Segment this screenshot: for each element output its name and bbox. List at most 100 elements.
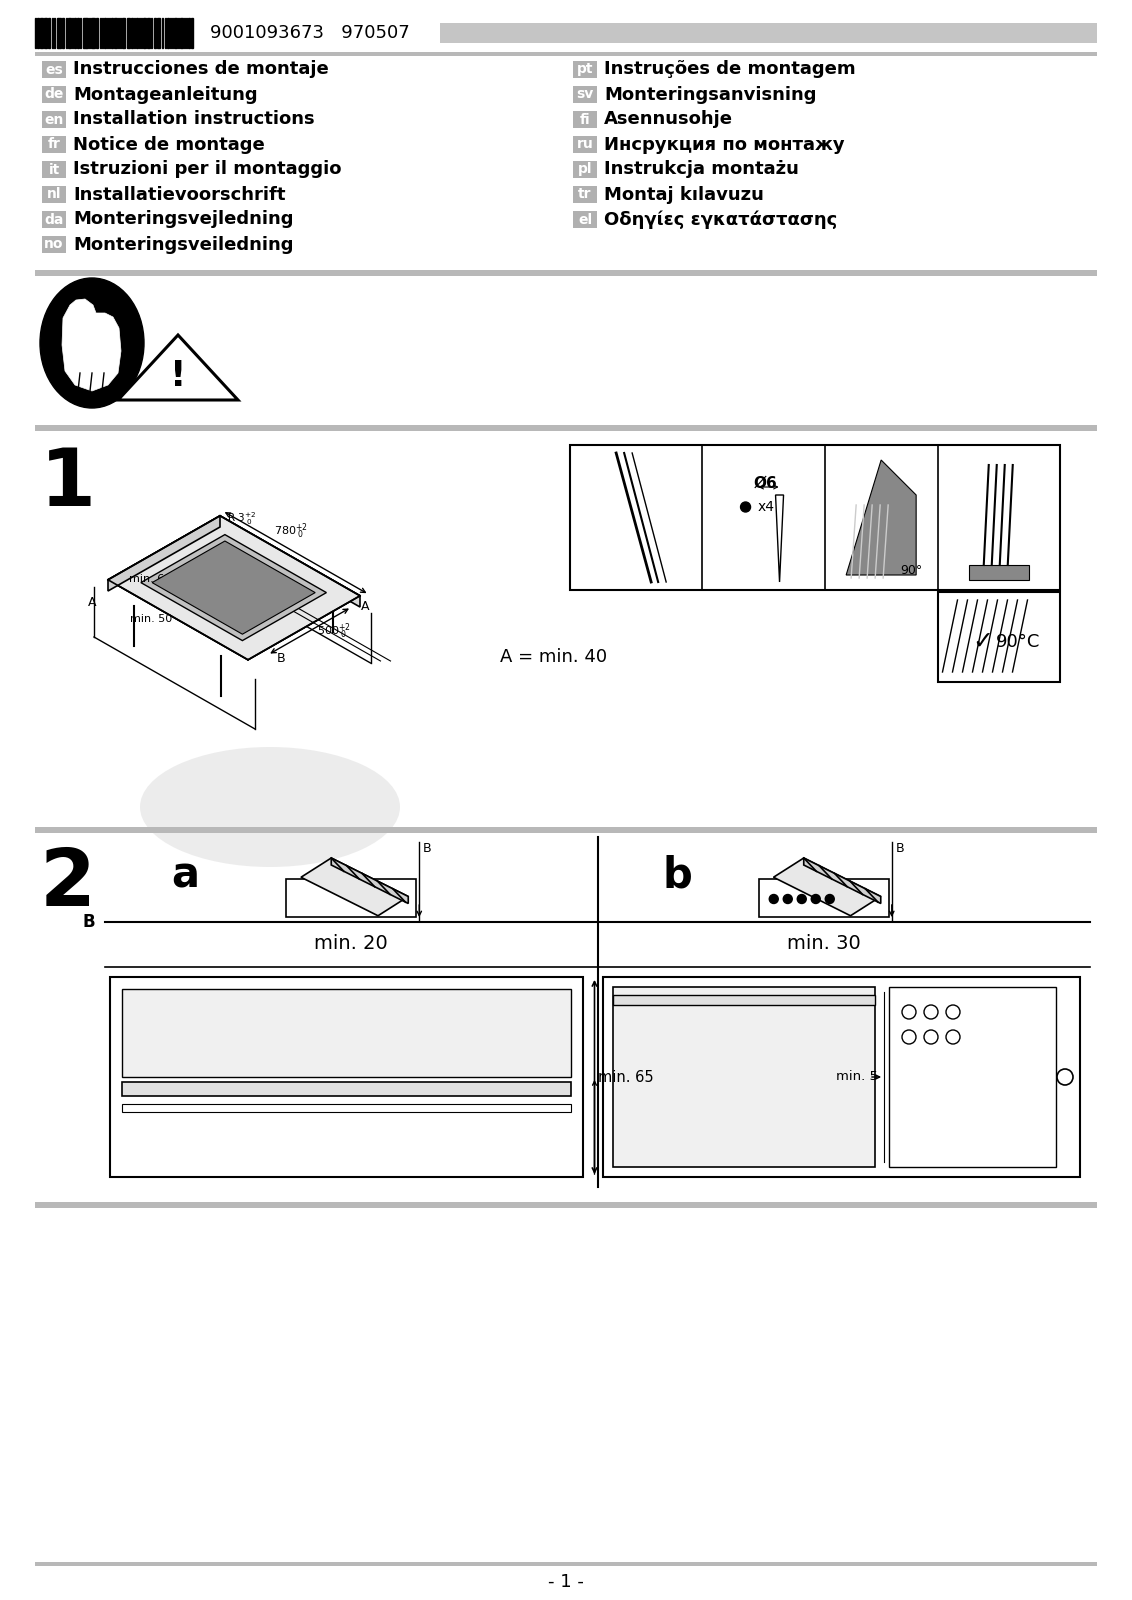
- Bar: [37, 18, 38, 48]
- Text: Asennusohje: Asennusohje: [604, 110, 734, 128]
- Bar: [291, 901, 411, 910]
- Circle shape: [924, 1005, 938, 1019]
- Bar: [75, 18, 76, 48]
- Bar: [83, 18, 86, 48]
- Polygon shape: [108, 515, 360, 659]
- Bar: [122, 1082, 571, 1096]
- Bar: [571, 445, 1060, 590]
- Bar: [188, 18, 189, 48]
- Text: Instruções de montagem: Instruções de montagem: [604, 61, 856, 78]
- Text: min.40: min.40: [214, 578, 254, 587]
- Bar: [758, 878, 889, 917]
- Bar: [96, 18, 97, 48]
- Bar: [573, 136, 597, 154]
- Bar: [35, 1202, 1097, 1208]
- Bar: [122, 1104, 571, 1112]
- Text: ru: ru: [576, 138, 593, 152]
- Text: ✓: ✓: [972, 630, 994, 654]
- Bar: [573, 61, 597, 78]
- Text: nl: nl: [46, 187, 61, 202]
- Text: min. 600: min. 600: [129, 574, 179, 584]
- Bar: [889, 987, 1056, 1166]
- Text: Installation instructions: Installation instructions: [72, 110, 315, 128]
- Text: Monteringsvejledning: Monteringsvejledning: [72, 211, 293, 229]
- Text: min. 5: min. 5: [837, 1070, 878, 1083]
- Bar: [71, 18, 74, 48]
- Text: pl: pl: [577, 163, 592, 176]
- Polygon shape: [140, 534, 326, 640]
- Circle shape: [797, 894, 806, 904]
- Bar: [937, 592, 1060, 682]
- Text: Instrukcja montażu: Instrukcja montażu: [604, 160, 799, 179]
- Bar: [42, 61, 66, 78]
- Text: !: !: [170, 358, 187, 392]
- Bar: [91, 18, 93, 48]
- Text: no: no: [44, 237, 63, 251]
- Text: fr: fr: [48, 138, 60, 152]
- Text: Montageanleitung: Montageanleitung: [72, 85, 258, 104]
- Circle shape: [902, 1005, 916, 1019]
- Text: da: da: [44, 213, 63, 227]
- Polygon shape: [846, 461, 916, 574]
- Circle shape: [924, 1030, 938, 1043]
- Bar: [136, 18, 138, 48]
- Bar: [178, 18, 179, 48]
- Bar: [62, 18, 63, 48]
- Bar: [286, 878, 417, 917]
- Text: Οδηγίες εγκατάστασης: Οδηγίες εγκατάστασης: [604, 210, 838, 229]
- Text: - 1 -: - 1 -: [548, 1573, 584, 1590]
- Text: Notice de montage: Notice de montage: [72, 136, 265, 154]
- Bar: [154, 18, 156, 48]
- Text: Installatievoorschrift: Installatievoorschrift: [72, 186, 285, 203]
- Text: el: el: [578, 213, 592, 227]
- Bar: [145, 18, 146, 48]
- Text: a: a: [171, 854, 199, 898]
- Bar: [35, 827, 1097, 834]
- Bar: [40, 18, 43, 48]
- Bar: [573, 186, 597, 203]
- Bar: [130, 18, 134, 48]
- Bar: [42, 136, 66, 154]
- Bar: [68, 18, 71, 48]
- Bar: [35, 51, 1097, 56]
- Polygon shape: [804, 858, 881, 904]
- Text: 90°C: 90°C: [995, 634, 1040, 651]
- Bar: [151, 18, 153, 48]
- Text: es: es: [45, 62, 63, 77]
- Polygon shape: [108, 515, 220, 590]
- Bar: [102, 18, 103, 48]
- Polygon shape: [118, 334, 238, 400]
- Text: $780^{+2}_{\ 0}$: $780^{+2}_{\ 0}$: [274, 522, 308, 541]
- Polygon shape: [62, 299, 121, 390]
- Polygon shape: [301, 858, 409, 915]
- Text: min. 50: min. 50: [130, 614, 172, 624]
- Polygon shape: [108, 515, 360, 659]
- Text: 2: 2: [40, 845, 96, 923]
- Bar: [49, 18, 50, 48]
- Bar: [122, 18, 126, 48]
- Bar: [120, 18, 121, 48]
- Text: B: B: [276, 653, 285, 666]
- Text: b: b: [662, 854, 693, 898]
- Bar: [573, 110, 597, 128]
- Bar: [127, 18, 130, 48]
- Bar: [86, 18, 88, 48]
- Text: tr: tr: [578, 187, 592, 202]
- Bar: [166, 18, 169, 48]
- Text: de: de: [44, 88, 63, 101]
- Circle shape: [902, 1030, 916, 1043]
- Text: 90°: 90°: [900, 563, 923, 576]
- Text: $500^{+2}_{\ 0}$: $500^{+2}_{\ 0}$: [317, 621, 351, 640]
- Bar: [122, 989, 571, 1077]
- Bar: [180, 18, 182, 48]
- Text: Ø6: Ø6: [754, 475, 778, 491]
- Polygon shape: [152, 541, 315, 634]
- Bar: [42, 235, 66, 253]
- Text: x4: x4: [757, 499, 774, 514]
- Bar: [106, 18, 109, 48]
- Bar: [35, 270, 1097, 275]
- Text: R $3^{+2}_{\ 0}$: R $3^{+2}_{\ 0}$: [226, 510, 256, 528]
- Bar: [42, 86, 66, 102]
- Bar: [573, 86, 597, 102]
- Circle shape: [770, 894, 779, 904]
